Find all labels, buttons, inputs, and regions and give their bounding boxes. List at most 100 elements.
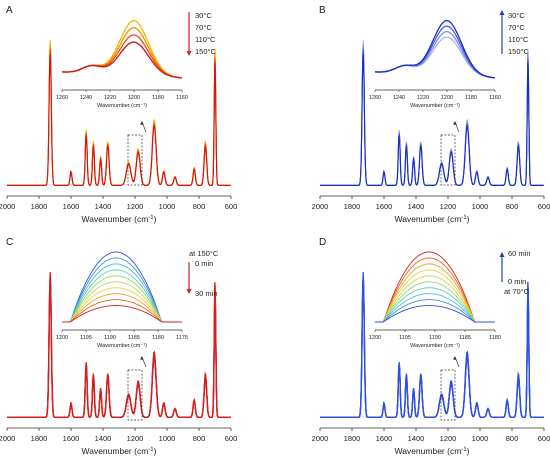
inset-tick-label: 1190 [429,335,441,341]
legend-arrowhead [499,10,505,15]
legend: at 150°C0 min 30 min [186,249,219,298]
panel-b: B 2000 1800 1600 1400 1200 1000 800 600 Wavenumbe… [312,5,550,224]
inset-tick-label: 1260 [369,95,381,101]
inset-axis-title: Wavenumber (cm⁻¹) [97,343,147,349]
x-tick-label: 1200 [127,434,144,443]
inset-tick-label: 1220 [104,95,116,101]
inset-curve [62,257,182,323]
inset-tick-label: 1200 [56,335,68,341]
x-tick-label: 1200 [127,202,144,211]
legend-entry: at 150°C [189,249,219,258]
inset-tick-label: 1175 [176,335,188,341]
legend-entry: 110°C [508,35,529,44]
legend-entry: 70°C [508,23,525,32]
x-tick-label: 600 [225,434,238,443]
panel-label: C [6,237,13,248]
inset-tick-label: 1160 [176,95,188,101]
x-axis-title: Wavenumber (cm-1) [395,214,470,224]
zoom-arrow-head [140,356,144,360]
zoom-region-box [440,369,456,421]
x-tick-label: 1000 [159,202,176,211]
x-axis-title: Wavenumber (cm-1) [82,214,157,224]
x-tick-label: 600 [225,202,238,211]
x-tick-label: 1800 [31,202,48,211]
spectrum-line [320,48,544,186]
x-tick-label: 1200 [440,434,457,443]
x-tick-label: 1000 [472,202,489,211]
panel-label: D [319,237,326,248]
legend-entry: 60 min [508,249,531,258]
inset-plot: 1200 1195 1190 1185 1180 1175 Wavenumber (cm⁻¹… [56,251,188,349]
inset-tick-label: 1180 [489,335,501,341]
inset-tick-label: 1185 [128,335,140,341]
inset-plot: 1260 1240 1220 1200 1180 1160 Wavenumber (cm⁻¹… [369,19,501,109]
inset-tick-label: 1195 [399,335,411,341]
inset-axis-title: Wavenumber (cm⁻¹) [410,103,460,109]
legend-entry: 70°C [195,23,212,32]
legend-entry: 150°C [195,47,217,56]
zoom-arrow-head [453,121,457,125]
spectrum-line [7,40,231,186]
legend: 30°C 70°C 110°C 150°C [186,11,217,56]
x-tick-label: 1600 [376,434,393,443]
inset-tick-label: 1240 [80,95,92,101]
spectrum-line [320,53,544,186]
spectrum-line [320,285,544,419]
panel-label: A [6,5,13,16]
x-tick-label: 1400 [408,434,425,443]
legend-entry: 30°C [195,11,212,20]
inset-tick-label: 1180 [152,95,164,101]
inset-axis-title: Wavenumber (cm⁻¹) [97,103,147,109]
legend-arrowhead [186,289,192,294]
x-tick-label: 2000 [0,202,15,211]
inset-curve [375,305,495,323]
zoom-region-box [440,134,456,186]
inset-curve [374,19,496,79]
inset-tick-label: 1200 [128,95,140,101]
inset-tick-label: 1260 [56,95,68,101]
x-tick-label: 600 [538,202,550,211]
spectrum-line [7,44,231,186]
x-tick-label: 2000 [312,202,329,211]
inset-tick-label: 1185 [459,335,471,341]
legend-arrowhead [499,252,505,257]
x-tick-label: 1800 [344,434,361,443]
x-tick-label: 2000 [312,434,329,443]
x-tick-label: 1800 [31,434,48,443]
legend-entry: 0 min [195,259,213,268]
legend-arrowhead [186,51,192,56]
legend-entry: 30 min [195,289,218,298]
legend: 30°C 70°C 110°C 150°C [499,10,530,56]
spectrum-line [320,280,544,418]
zoom-region-box [127,134,143,186]
x-tick-label: 1200 [440,202,457,211]
x-tick-label: 800 [506,202,519,211]
spectrum-line [320,40,544,186]
x-tick-label: 600 [538,434,550,443]
x-axis-title: Wavenumber (cm-1) [82,446,157,456]
spectrum-line [7,285,231,419]
inset-curve [61,41,183,79]
x-tick-label: 800 [193,202,206,211]
legend-entry: at 70°C [504,287,530,296]
inset-curve [62,305,182,323]
legend-entry: 110°C [195,35,216,44]
x-tick-label: 800 [506,434,519,443]
inset-curve [375,257,495,323]
panel-d: D 2000 1800 1600 1400 1200 1000 800 600 Wavenumbe… [312,237,550,456]
inset-tick-label: 1190 [104,335,116,341]
panel-label: B [319,5,326,16]
spectrum-line [320,44,544,186]
panel-a: A 2000 1800 1600 1400 1200 1000 800 600 Wavenumbe… [0,5,237,224]
x-tick-label: 1400 [95,434,112,443]
spectrum-line [7,53,231,186]
x-tick-label: 1000 [472,434,489,443]
x-tick-label: 1600 [63,202,80,211]
inset-tick-label: 1200 [441,95,453,101]
inset-tick-label: 1180 [465,95,477,101]
inset-axis-title: Wavenumber (cm⁻¹) [410,343,460,349]
inset-plot: 1260 1240 1220 1200 1180 1160 Wavenumber (cm⁻¹… [56,19,188,109]
inset-tick-label: 1200 [369,335,381,341]
